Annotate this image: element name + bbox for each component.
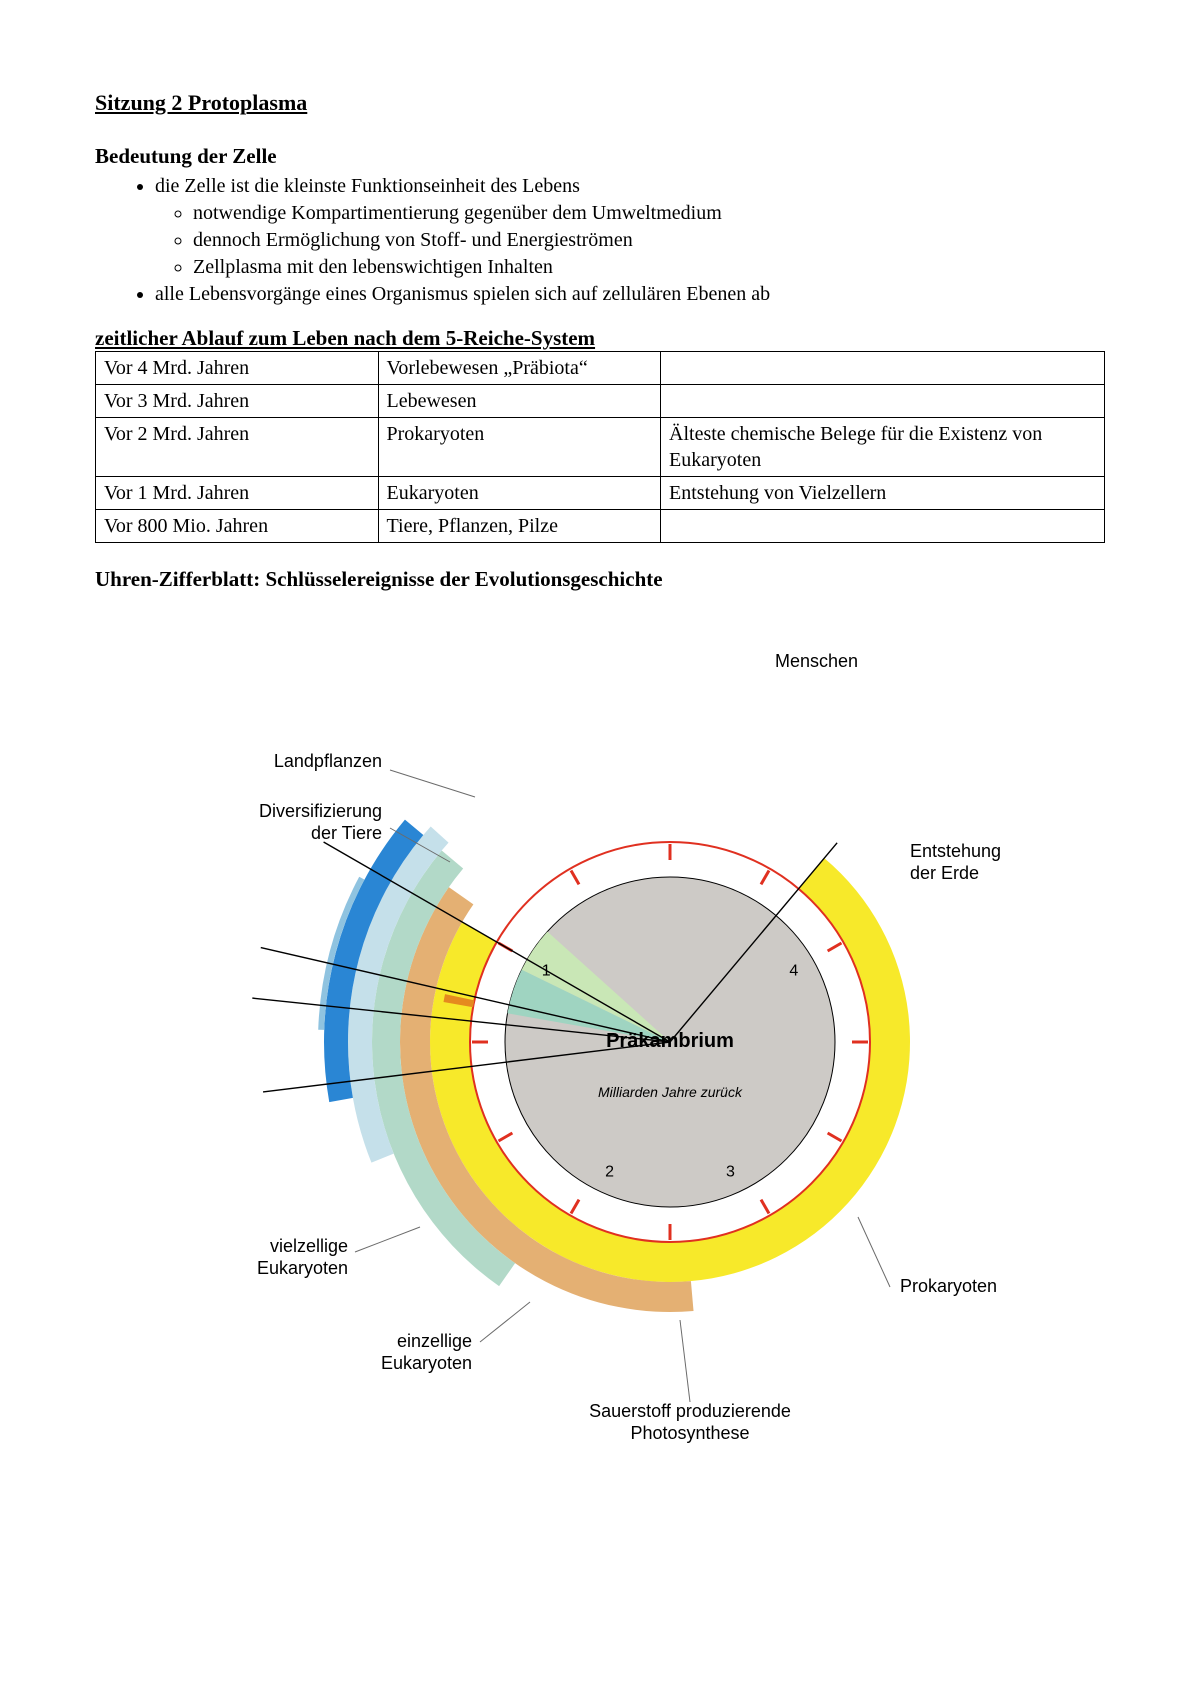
svg-text:Milliarden Jahre zurück: Milliarden Jahre zurück — [598, 1084, 743, 1100]
table-title: zeitlicher Ablauf zum Leben nach dem 5-R… — [95, 326, 1105, 351]
svg-text:Sauerstoff produzierende: Sauerstoff produzierende — [589, 1401, 791, 1421]
timeline-table: Vor 4 Mrd. JahrenVorlebewesen „Präbiota“… — [95, 351, 1105, 543]
clock-diagram: Präkambrium Milliarden Jahre zurück 1 2 3 4 Me… — [150, 602, 1050, 1467]
svg-text:Landpflanzen: Landpflanzen — [274, 751, 382, 771]
table-cell: Vor 800 Mio. Jahren — [96, 510, 379, 543]
table-row: Vor 1 Mrd. JahrenEukaryotenEntstehung vo… — [96, 477, 1105, 510]
svg-text:2: 2 — [605, 1164, 614, 1181]
svg-text:Prokaryoten: Prokaryoten — [900, 1276, 997, 1296]
svg-text:der Erde: der Erde — [910, 863, 979, 883]
table-cell: Lebewesen — [378, 385, 661, 418]
list-item: Zellplasma mit den lebenswichtigen Inhal… — [193, 254, 1105, 281]
section-heading: Bedeutung der Zelle — [95, 144, 1105, 169]
svg-text:einzellige: einzellige — [397, 1331, 472, 1351]
table-cell: Eukaryoten — [378, 477, 661, 510]
svg-text:Präkambrium: Präkambrium — [606, 1030, 734, 1052]
svg-text:1: 1 — [542, 963, 551, 980]
table-cell: Vor 4 Mrd. Jahren — [96, 352, 379, 385]
list-item: alle Lebensvorgänge eines Organismus spi… — [155, 281, 1105, 308]
page-title: Sitzung 2 Protoplasma — [95, 90, 1105, 116]
svg-text:3: 3 — [726, 1164, 735, 1181]
svg-text:vielzellige: vielzellige — [270, 1236, 348, 1256]
diagram-title: Uhren-Zifferblatt: Schlüsselereignisse d… — [95, 567, 1105, 592]
list-item: notwendige Kompartimentierung gegenüber … — [193, 200, 1105, 227]
table-cell: Vor 2 Mrd. Jahren — [96, 418, 379, 477]
list-item: dennoch Ermöglichung von Stoff- und Ener… — [193, 227, 1105, 254]
svg-text:4: 4 — [789, 963, 798, 980]
svg-text:Menschen: Menschen — [775, 651, 858, 671]
svg-text:der Tiere: der Tiere — [311, 823, 382, 843]
table-cell: Tiere, Pflanzen, Pilze — [378, 510, 661, 543]
list-item: die Zelle ist die kleinste Funktionseinh… — [155, 173, 1105, 281]
table-cell — [661, 510, 1105, 543]
table-row: Vor 3 Mrd. JahrenLebewesen — [96, 385, 1105, 418]
table-row: Vor 4 Mrd. JahrenVorlebewesen „Präbiota“ — [96, 352, 1105, 385]
table-cell: Vor 1 Mrd. Jahren — [96, 477, 379, 510]
table-row: Vor 2 Mrd. JahrenProkaryotenÄlteste chem… — [96, 418, 1105, 477]
svg-text:Photosynthese: Photosynthese — [630, 1423, 749, 1443]
svg-text:Eukaryoten: Eukaryoten — [381, 1353, 472, 1373]
table-cell — [661, 385, 1105, 418]
svg-text:Eukaryoten: Eukaryoten — [257, 1258, 348, 1278]
table-cell: Vorlebewesen „Präbiota“ — [378, 352, 661, 385]
table-row: Vor 800 Mio. JahrenTiere, Pflanzen, Pilz… — [96, 510, 1105, 543]
table-cell: Vor 3 Mrd. Jahren — [96, 385, 379, 418]
svg-text:Entstehung: Entstehung — [910, 841, 1001, 861]
page: Sitzung 2 Protoplasma Bedeutung der Zell… — [0, 0, 1200, 1698]
svg-text:Diversifizierung: Diversifizierung — [259, 801, 382, 821]
bullet-text: die Zelle ist die kleinste Funktionseinh… — [155, 175, 580, 197]
table-cell: Älteste chemische Belege für die Existen… — [661, 418, 1105, 477]
table-cell: Prokaryoten — [378, 418, 661, 477]
bullet-list: die Zelle ist die kleinste Funktionseinh… — [95, 173, 1105, 308]
table-cell: Entstehung von Vielzellern — [661, 477, 1105, 510]
sub-list: notwendige Kompartimentierung gegenüber … — [155, 200, 1105, 281]
table-cell — [661, 352, 1105, 385]
